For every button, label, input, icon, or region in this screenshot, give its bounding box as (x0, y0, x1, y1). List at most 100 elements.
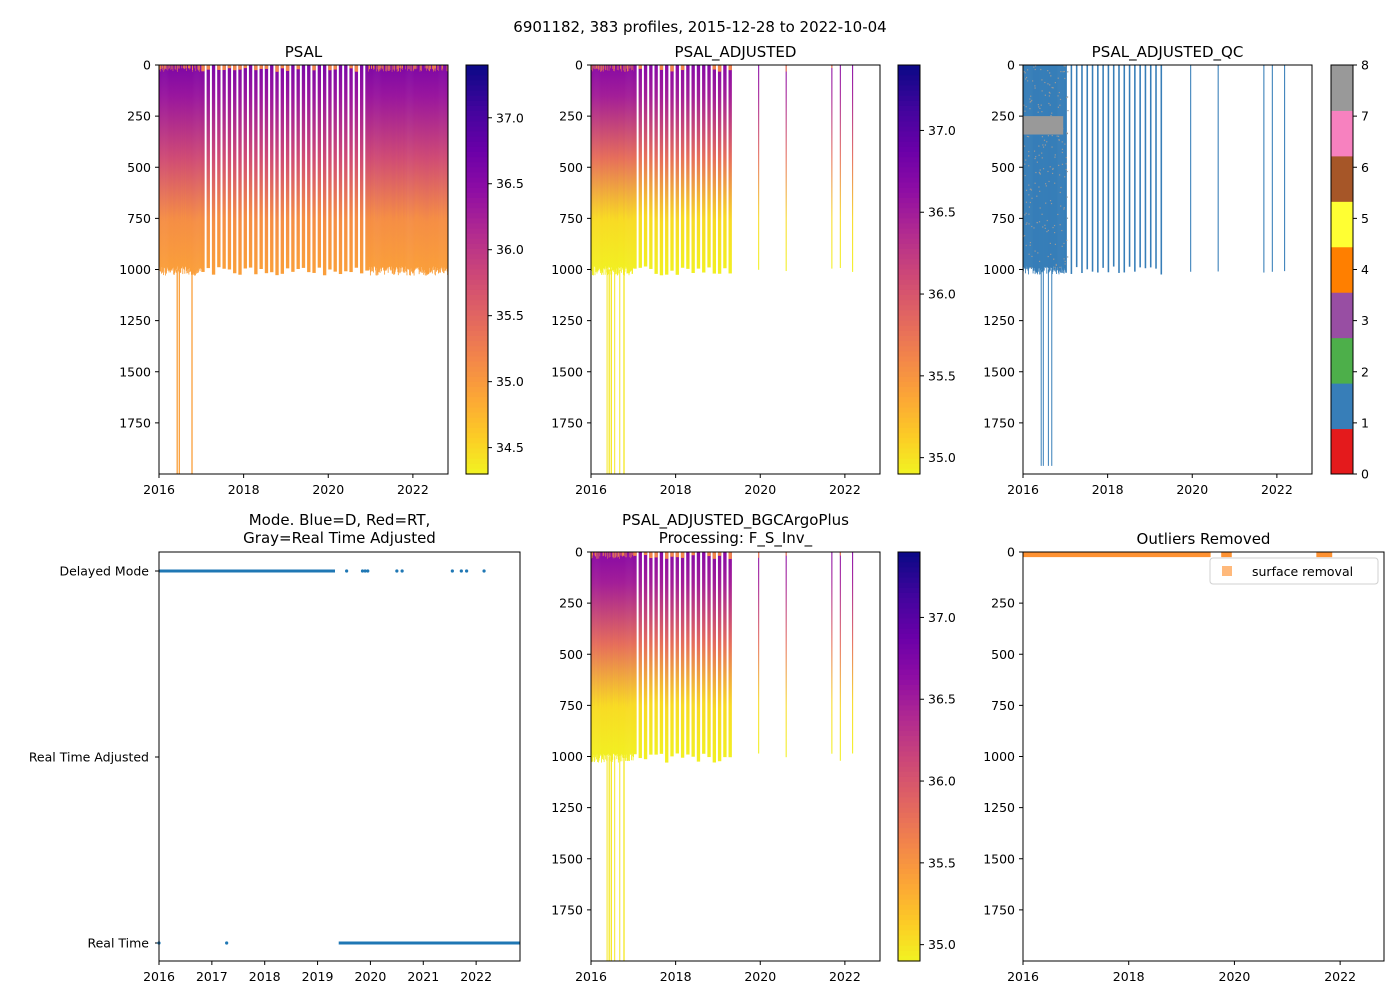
colorbar-band (898, 433, 920, 439)
colorbar-band (898, 889, 920, 896)
x-tick-label: 2018 (1092, 482, 1124, 497)
surface-speckle (831, 65, 833, 69)
profile-column (605, 552, 607, 756)
qc-column (1042, 65, 1044, 273)
qc-column (1044, 65, 1046, 268)
profile-column (594, 65, 595, 267)
profile-column (609, 65, 611, 268)
y-tick-label: 1000 (983, 749, 1015, 764)
surface-speckle (620, 65, 622, 70)
colorbar-band (898, 75, 920, 81)
mode-point (345, 569, 349, 573)
profile-column (614, 65, 616, 275)
qc-speck (1054, 156, 1056, 158)
surface-speckle (649, 552, 653, 559)
colorbar-segment (1331, 428, 1353, 475)
y-tick-label: 0 (1007, 545, 1015, 560)
colorbar-band (898, 812, 920, 819)
qc-column (1049, 65, 1051, 271)
profile-column (785, 65, 787, 272)
y-tick-label: 1250 (983, 313, 1015, 328)
qc-column (1061, 65, 1062, 267)
colorbar-band (898, 904, 920, 911)
qc-speck (1059, 224, 1061, 226)
profile-column (182, 65, 184, 275)
qc-speck (1025, 212, 1027, 214)
profile-column (374, 65, 375, 267)
colorbar-band (898, 771, 920, 778)
profile-column (359, 65, 364, 274)
surface-speckle (595, 552, 596, 557)
profile-column (603, 552, 605, 763)
profile-column (665, 65, 669, 275)
colorbar-segment (1331, 65, 1353, 111)
profile-column (199, 65, 200, 270)
surface-speckle (409, 65, 410, 70)
colorbar-band (898, 705, 920, 712)
profile-column (183, 65, 185, 270)
mode-point (395, 569, 399, 573)
qc-speck (1066, 239, 1068, 241)
colorbar-band (898, 249, 920, 255)
profile-column (183, 65, 185, 270)
profile-column (632, 65, 634, 268)
qc-column (1128, 65, 1131, 267)
qc-speck (1036, 161, 1038, 163)
surface-speckle (638, 65, 642, 69)
surface-speckle (413, 65, 415, 70)
profile-column (259, 65, 263, 270)
qc-speck (1039, 107, 1041, 110)
surface-speckle (185, 65, 187, 69)
colorbar-band (898, 572, 920, 579)
profile-column (602, 552, 604, 760)
plot-frame (590, 551, 881, 962)
qc-speck (1063, 242, 1065, 245)
qc-speck (1061, 229, 1063, 232)
surface-speckle (785, 65, 787, 72)
colorbar-band (898, 552, 920, 558)
qc-speck (1030, 267, 1032, 269)
profile-column (591, 552, 593, 763)
profile-column (238, 65, 242, 275)
surface-speckle (428, 65, 430, 71)
x-tick-label: 2022 (1261, 482, 1293, 497)
profile-column (176, 65, 178, 267)
colorbar-band (898, 146, 920, 153)
profile-column (195, 65, 197, 273)
profile-column (392, 65, 394, 269)
profile-column (632, 65, 633, 274)
qc-column (1038, 65, 1040, 272)
profile-column (408, 65, 409, 270)
qc-speck (1035, 156, 1037, 158)
qc-speck (1028, 194, 1030, 196)
y-tick-label: 750 (559, 698, 583, 713)
qc-speck (1051, 172, 1054, 175)
surface-speckle (599, 65, 601, 70)
profile-column (627, 552, 629, 762)
colorbar-band (898, 741, 920, 747)
qc-column (1026, 65, 1028, 270)
surface-speckle (354, 65, 359, 72)
x-tick-label: 2018 (1113, 969, 1145, 984)
colorbar-band (898, 223, 920, 230)
profile-column (626, 65, 628, 274)
qc-column (1057, 65, 1058, 268)
colorbar-band (898, 325, 920, 332)
colorbar-band (898, 121, 920, 127)
qc-speck (1054, 243, 1057, 245)
y-tick-label: 1250 (119, 313, 151, 328)
qc-speck (1066, 132, 1068, 134)
profile-column (623, 65, 625, 275)
surface-speckle (433, 65, 435, 71)
colorbar-tick-label: 2 (1361, 364, 1369, 379)
panel-outliers: surface removal Outliers Removed 2016 2018 2… (983, 530, 1385, 984)
profile-column (615, 65, 617, 275)
colorbar-segment (1331, 155, 1353, 202)
colorbar-band (898, 187, 920, 194)
surface-speckle (643, 552, 648, 556)
qc-speck (1050, 114, 1052, 117)
colorbar-band (466, 427, 488, 434)
profile-column (187, 65, 189, 274)
profile-column (382, 65, 384, 268)
profile-column (602, 65, 604, 273)
